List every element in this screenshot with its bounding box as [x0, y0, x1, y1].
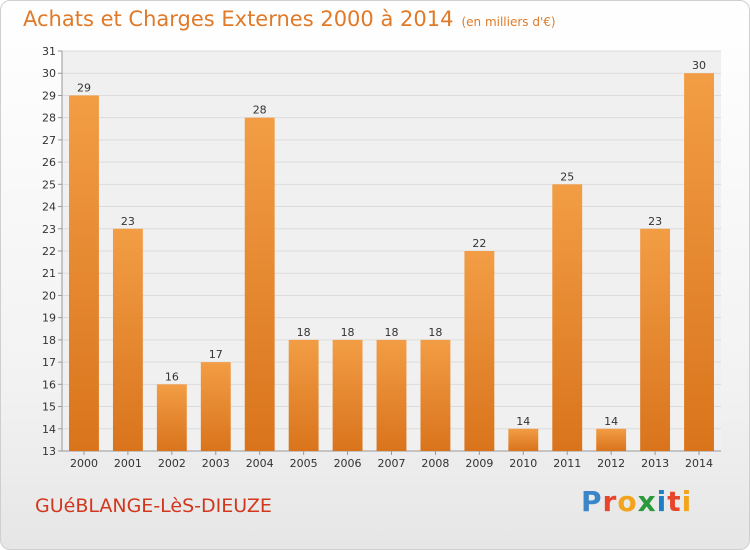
bar-value-label: 17	[209, 348, 223, 361]
x-tick-label: 2012	[597, 457, 625, 470]
y-tick-label: 24	[42, 201, 56, 214]
bar	[244, 117, 275, 452]
x-tick-label: 2001	[114, 457, 142, 470]
bar	[288, 339, 319, 451]
bar-value-label: 18	[385, 326, 399, 339]
bar	[596, 428, 627, 451]
bar	[376, 339, 407, 451]
logo-letter: P	[581, 485, 603, 518]
bar-value-label: 16	[165, 370, 179, 383]
bar	[156, 384, 187, 451]
y-tick-label: 27	[42, 134, 56, 147]
x-tick-label: 2004	[246, 457, 274, 470]
y-tick-label: 16	[42, 378, 56, 391]
bar-value-label: 30	[692, 59, 706, 72]
bar-value-label: 25	[560, 170, 574, 183]
y-tick-label: 30	[42, 67, 56, 80]
x-tick-label: 2006	[334, 457, 362, 470]
x-tick-label: 2005	[290, 457, 318, 470]
y-tick-label: 13	[42, 445, 56, 458]
y-tick-label: 23	[42, 223, 56, 236]
bar	[332, 339, 363, 451]
bar	[684, 73, 714, 451]
logo-letter: r	[602, 485, 618, 518]
logo-letter: o	[617, 485, 638, 518]
logo-letter: x	[637, 485, 657, 518]
bar-value-label: 22	[472, 237, 486, 250]
x-tick-label: 2013	[641, 457, 669, 470]
x-tick-label: 2003	[202, 457, 230, 470]
place-name: GUéBLANGE-LèS-DIEUZE	[35, 495, 272, 517]
logo-letter: i	[681, 485, 693, 518]
y-tick-label: 21	[42, 267, 56, 280]
bar	[508, 428, 539, 451]
y-tick-label: 14	[42, 423, 56, 436]
bar-value-label: 29	[77, 81, 91, 94]
y-tick-label: 19	[42, 312, 56, 325]
x-tick-label: 2011	[553, 457, 581, 470]
y-tick-label: 17	[42, 356, 56, 369]
bar-value-label: 18	[341, 326, 355, 339]
bar	[112, 228, 143, 451]
y-tick-label: 31	[42, 45, 56, 58]
x-tick-label: 2000	[70, 457, 98, 470]
bar	[200, 362, 231, 451]
y-tick-label: 22	[42, 245, 56, 258]
bar-value-label: 28	[253, 104, 267, 117]
bar-value-label: 14	[604, 415, 618, 428]
y-tick-label: 25	[42, 178, 56, 191]
bar-value-label: 23	[121, 215, 135, 228]
y-tick-label: 29	[42, 89, 56, 102]
y-tick-label: 15	[42, 401, 56, 414]
bar	[69, 95, 99, 451]
x-tick-label: 2008	[421, 457, 449, 470]
y-tick-label: 18	[42, 334, 56, 347]
bar	[464, 251, 495, 451]
x-tick-label: 2010	[509, 457, 537, 470]
y-tick-label: 20	[42, 289, 56, 302]
chart-title: Achats et Charges Externes 2000 à 2014 (e…	[23, 7, 556, 31]
bar-value-label: 23	[648, 215, 662, 228]
x-tick-label: 2002	[158, 457, 186, 470]
bar	[552, 184, 583, 452]
bar	[420, 339, 451, 451]
proxiti-logo: Proxiti	[581, 485, 692, 518]
chart-unit-note: (en milliers d'€)	[461, 15, 556, 29]
x-tick-label: 2009	[465, 457, 493, 470]
x-tick-label: 2014	[685, 457, 713, 470]
bar	[640, 228, 671, 451]
logo-letter: t	[667, 485, 682, 518]
bar-value-label: 18	[428, 326, 442, 339]
bar-value-label: 14	[516, 415, 530, 428]
logo-letter: i	[656, 485, 668, 518]
y-tick-label: 28	[42, 112, 56, 125]
x-tick-label: 2007	[378, 457, 406, 470]
bar-value-label: 18	[297, 326, 311, 339]
chart-title-text: Achats et Charges Externes 2000 à 2014	[23, 7, 454, 31]
y-tick-label: 26	[42, 156, 56, 169]
